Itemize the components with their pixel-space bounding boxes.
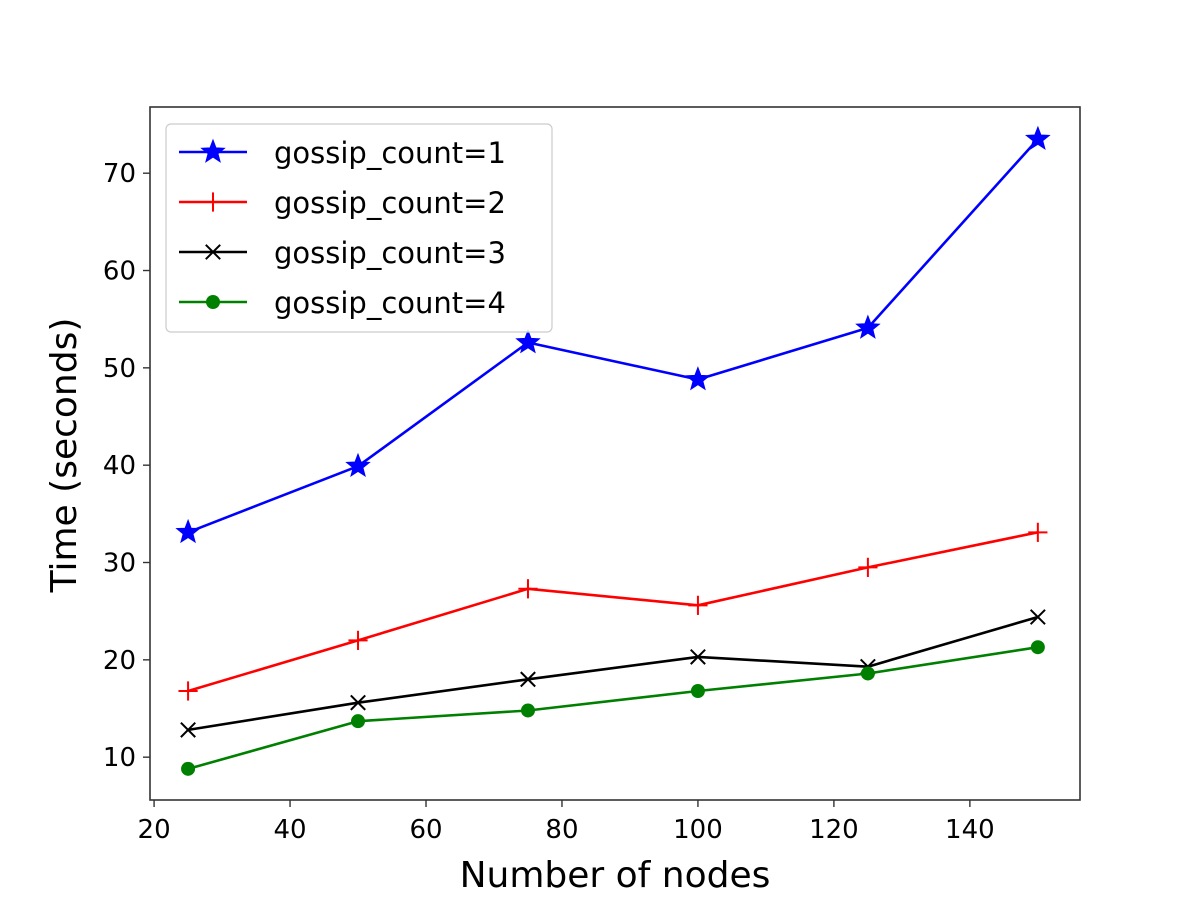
x-marker-icon bbox=[180, 722, 196, 738]
x-axis-ticks: 20 40 60 80 100 120 140 bbox=[138, 800, 995, 845]
x-tick-label: 40 bbox=[273, 815, 306, 845]
circle-marker-icon bbox=[206, 295, 220, 309]
plus-marker-icon bbox=[348, 630, 368, 650]
x-tick-label: 140 bbox=[945, 815, 995, 845]
star-marker-icon bbox=[855, 314, 881, 339]
x-tick-label: 100 bbox=[673, 815, 723, 845]
x-tick-label: 60 bbox=[409, 815, 442, 845]
x-marker-icon bbox=[350, 694, 366, 711]
y-tick-label: 20 bbox=[103, 646, 136, 676]
x-marker-icon bbox=[520, 671, 536, 688]
series-line bbox=[187, 645, 1039, 771]
plot-frame bbox=[149, 106, 1081, 801]
star-marker-icon bbox=[200, 138, 226, 163]
legend-item-1: gossip_count=1 bbox=[179, 136, 506, 170]
circle-marker-icon bbox=[520, 703, 535, 718]
star-marker-icon bbox=[175, 518, 201, 544]
y-tick-label: 40 bbox=[103, 451, 136, 481]
y-tick-label: 50 bbox=[103, 354, 136, 384]
circle-marker-icon bbox=[690, 683, 705, 698]
x-marker-icon bbox=[690, 649, 706, 665]
series-line bbox=[187, 615, 1039, 732]
y-axis-ticks: 10 20 30 40 50 60 70 bbox=[103, 159, 150, 773]
x-axis-label: Number of nodes bbox=[460, 855, 771, 896]
y-tick-label: 10 bbox=[103, 743, 136, 773]
legend: gossip_count=1 gossip_count=2 gossip_count… bbox=[165, 123, 553, 333]
x-marker-icon bbox=[205, 244, 221, 260]
series-line bbox=[187, 531, 1039, 693]
star-marker-icon bbox=[345, 452, 371, 478]
series-2 bbox=[178, 522, 1048, 701]
y-tick-label: 30 bbox=[103, 549, 136, 579]
y-axis-label: Time (seconds) bbox=[44, 318, 85, 594]
plus-marker-icon bbox=[688, 595, 708, 615]
star-marker-icon bbox=[515, 329, 541, 354]
legend-item-2: gossip_count=2 bbox=[179, 186, 506, 220]
legend-label: gossip_count=4 bbox=[274, 286, 506, 320]
legend-label: gossip_count=3 bbox=[274, 236, 506, 270]
x-tick-label: 20 bbox=[138, 815, 171, 845]
circle-marker-icon bbox=[351, 714, 366, 729]
plus-marker-icon bbox=[518, 579, 538, 599]
plus-marker-icon bbox=[1028, 522, 1048, 542]
plot-series-group bbox=[175, 125, 1051, 776]
legend-label: gossip_count=1 bbox=[274, 136, 506, 170]
plus-marker-icon bbox=[203, 192, 223, 212]
series-line bbox=[187, 138, 1039, 534]
series-3 bbox=[180, 609, 1046, 738]
y-tick-label: 60 bbox=[103, 257, 136, 287]
star-marker-icon bbox=[1025, 125, 1051, 150]
x-tick-label: 80 bbox=[545, 815, 578, 845]
y-tick-label: 70 bbox=[103, 159, 136, 189]
legend-item-3: gossip_count=3 bbox=[179, 236, 506, 270]
circle-marker-icon bbox=[860, 666, 875, 681]
circle-marker-icon bbox=[181, 761, 196, 776]
circle-marker-icon bbox=[1030, 640, 1045, 655]
star-marker-icon bbox=[685, 366, 711, 391]
legend-item-4: gossip_count=4 bbox=[179, 286, 506, 320]
series-4 bbox=[181, 640, 1045, 776]
series-1 bbox=[175, 125, 1051, 544]
legend-box bbox=[165, 123, 553, 333]
x-tick-label: 120 bbox=[809, 815, 859, 845]
x-marker-icon bbox=[1029, 609, 1046, 625]
plus-marker-icon bbox=[858, 557, 878, 577]
legend-label: gossip_count=2 bbox=[274, 186, 506, 220]
plus-marker-icon bbox=[178, 681, 198, 701]
